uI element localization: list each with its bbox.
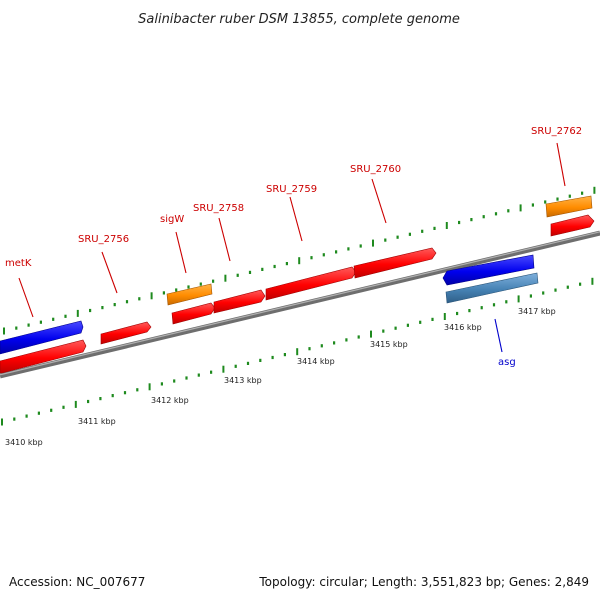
- scale-label: 3417 kbp: [518, 307, 556, 316]
- scale-label: 3411 kbp: [78, 417, 116, 426]
- gene-label-sru-2759[interactable]: SRU_2759: [266, 184, 317, 195]
- cds-asg[interactable]: [445, 272, 539, 304]
- cds-sru-2759[interactable]: [265, 266, 357, 301]
- feature-track: [0, 195, 595, 374]
- gene-label-asg[interactable]: asg: [498, 357, 516, 368]
- cds-forward-1[interactable]: [0, 339, 87, 374]
- cds-sru-2758[interactable]: [213, 289, 266, 314]
- gene-labels: metK SRU_2756 sigW SRU_2758 SRU_2759 SRU_2760…: [5, 126, 582, 368]
- gene-label-metk[interactable]: metK: [5, 258, 32, 269]
- label-leaders: [18, 142, 566, 353]
- genome-summary: Topology: circular; Length: 3,551,823 bp…: [258, 575, 589, 589]
- cds-sigw[interactable]: [171, 302, 216, 325]
- scale-label: 3415 kbp: [370, 340, 408, 349]
- leader-line: [556, 142, 566, 187]
- map-title: Salinibacter ruber DSM 13855, complete g…: [138, 12, 460, 27]
- genome-backbone: [0, 230, 600, 379]
- genome-backbone-highlight: [0, 231, 600, 376]
- gene-label-sru-2762[interactable]: SRU_2762: [531, 126, 582, 137]
- cds-asg-blue[interactable]: [442, 254, 535, 286]
- scale-label: 3412 kbp: [151, 396, 189, 405]
- scale-label: 3410 kbp: [5, 438, 43, 447]
- scale-label: 3413 kbp: [224, 376, 262, 385]
- leader-line: [289, 196, 303, 242]
- cds-sru-2756[interactable]: [100, 321, 152, 345]
- rna-sru-2762[interactable]: [545, 195, 593, 218]
- leader-line: [218, 217, 231, 262]
- rna-sigw[interactable]: [166, 283, 213, 306]
- gene-label-sigw[interactable]: sigW: [160, 214, 184, 225]
- cds-sru-2760[interactable]: [353, 247, 437, 279]
- scale-label: 3416 kbp: [444, 323, 482, 332]
- leader-line: [371, 178, 387, 224]
- outer-tick-track: [3, 186, 596, 335]
- scale-labels: 3410 kbp 3411 kbp 3412 kbp 3413 kbp 3414 kbp…: [5, 307, 556, 447]
- scale-label: 3414 kbp: [297, 357, 335, 366]
- accession-text: Accession: NC_007677: [9, 575, 145, 589]
- gene-label-sru-2760[interactable]: SRU_2760: [350, 164, 401, 175]
- cds-sru-2762[interactable]: [550, 214, 595, 237]
- leader-line: [175, 231, 187, 274]
- gene-label-sru-2756[interactable]: SRU_2756: [78, 234, 129, 245]
- cds-metk[interactable]: [0, 320, 84, 355]
- leader-line: [101, 251, 118, 294]
- leader-line: [18, 277, 34, 318]
- leader-line: [494, 318, 503, 353]
- inner-tick-track: [1, 277, 594, 426]
- gene-label-sru-2758[interactable]: SRU_2758: [193, 203, 244, 214]
